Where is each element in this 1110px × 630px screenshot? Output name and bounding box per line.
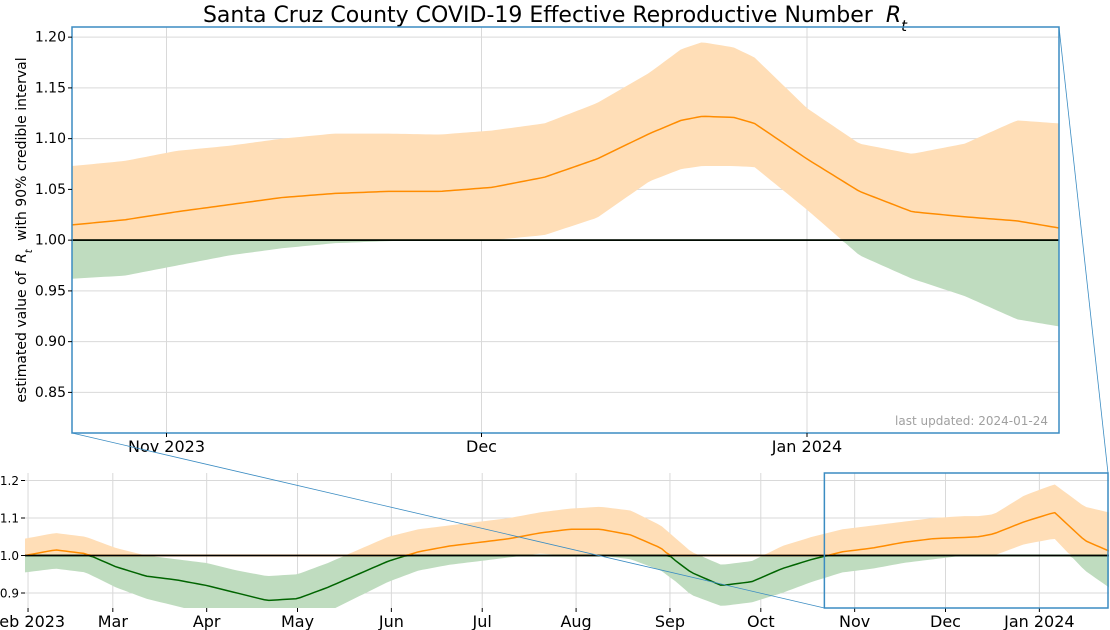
detail-x-tick-label: Jan 2024 (771, 437, 842, 456)
last-updated-label: last updated: 2024-01-24 (895, 414, 1048, 428)
y-axis-label-prefix: estimated value of (14, 270, 30, 402)
y-axis-label-symbol: R (14, 253, 30, 263)
detail-ci-band-below (72, 240, 1059, 327)
overview-y-tick-label: 1.2 (0, 474, 19, 488)
overview-x-tick-label: Jul (472, 612, 492, 630)
detail-rt-line-above (72, 115, 1059, 229)
detail-y-tick-label: 1.00 (35, 233, 66, 249)
overview-x-tick-label: Jan 2024 (1003, 612, 1074, 630)
detail-y-tick-label: 0.85 (35, 385, 66, 401)
overview-x-tick-label: Feb 2023 (0, 612, 65, 630)
y-axis-label-subscript: t (24, 248, 35, 253)
overview-x-tick-label: Apr (193, 612, 221, 630)
zoom-connector-left (71, 432, 825, 609)
detail-x-tick-label: Dec (466, 437, 497, 456)
overview-x-tick-label: Nov (839, 612, 870, 630)
zoom-connectors (71, 26, 1109, 609)
overview-x-tick-label: Aug (560, 612, 591, 630)
y-axis-label: estimated value of Rt with 90% credible … (14, 57, 35, 402)
detail-frame (71, 26, 1060, 434)
zoom-connector-right (1058, 26, 1109, 474)
overview-y-tick-label: 1.0 (0, 549, 19, 563)
chart-title-symbol: R (886, 3, 901, 28)
detail-chart: 0.85 0.90 0.95 1.00 1.05 1.10 1.15 1.20 Nov 2023… (35, 26, 1060, 456)
y-axis-label-suffix: with 90% credible interval (14, 57, 30, 240)
detail-ci-band-above (72, 42, 1059, 241)
overview-y-tick-label: 0.9 (0, 587, 19, 601)
chart-title: Santa Cruz County COVID-19 Effective Rep… (203, 3, 908, 35)
detail-x-tick-label: Nov 2023 (128, 437, 205, 456)
overview-x-tick-label: Sep (655, 612, 685, 630)
overview-x-tick-label: Jun (378, 612, 404, 630)
overview-x-tick-label: Mar (98, 612, 129, 630)
overview-x-tick-label: May (281, 612, 314, 630)
overview-ci-band-below (25, 555, 1109, 608)
detail-y-tick-label: 1.15 (35, 80, 66, 96)
overview-x-tick-label: Dec (930, 612, 961, 630)
detail-y-tick-label: 1.20 (35, 30, 66, 46)
overview-y-tick-label: 1.1 (0, 512, 19, 526)
detail-y-tick-label: 1.10 (35, 131, 66, 147)
chart-title-text: Santa Cruz County COVID-19 Effective Rep… (203, 3, 874, 28)
overview-ci-band-above (25, 484, 1109, 556)
overview-x-tick-label: Oct (747, 612, 775, 630)
detail-y-tick-label: 1.05 (35, 182, 66, 198)
detail-y-tick-label: 0.90 (35, 334, 66, 350)
chart-title-subscript: t (901, 17, 908, 35)
detail-y-tick-label: 0.95 (35, 283, 66, 299)
zoom-region-box (823, 472, 1109, 609)
overview-chart: 0.9 1.0 1.1 1.2 Feb 2023 Mar Apr May Jun Jul Aug Se… (0, 473, 1109, 630)
